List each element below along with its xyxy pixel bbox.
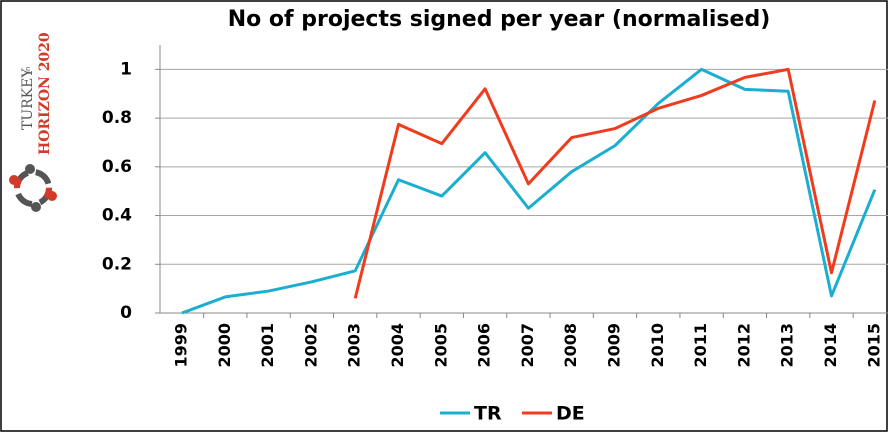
- y-tick-label: 0.2: [102, 254, 132, 274]
- x-tick-label: 2007: [518, 323, 537, 368]
- x-tick-label: 2013: [778, 323, 797, 368]
- x-tick-label: 2003: [345, 323, 364, 368]
- x-tick-label: 2004: [388, 323, 407, 368]
- y-tick-label: 0.8: [102, 108, 132, 128]
- logo-text: in: [24, 67, 32, 73]
- x-tick-label: 2002: [301, 323, 320, 368]
- logo-dot: [9, 175, 19, 185]
- legend-label: DE: [556, 403, 585, 425]
- legend-label: TR: [474, 403, 502, 425]
- x-tick-label: 2000: [215, 323, 234, 368]
- x-tick-label: 2009: [605, 323, 624, 368]
- x-tick-label: 2010: [648, 323, 667, 368]
- logo-text: TURKEY: [20, 68, 36, 130]
- logo-dot: [31, 202, 41, 212]
- x-tick-label: 2001: [258, 323, 277, 368]
- x-tick-label: 2015: [864, 323, 883, 368]
- x-tick-label: 2012: [734, 323, 753, 368]
- logo-ring: [14, 169, 52, 207]
- line: [181, 67, 877, 315]
- logo-dot: [25, 164, 35, 174]
- y-tick-label: 1: [120, 59, 132, 79]
- y-tick-label: 0: [120, 303, 132, 323]
- y-tick-label: 0.4: [102, 206, 132, 226]
- chart-title: No of projects signed per year (normalis…: [228, 7, 771, 32]
- logo-ring: [14, 169, 52, 207]
- logo-text: HORIZON 2020: [37, 32, 53, 155]
- x-tick-label: 2005: [431, 323, 450, 368]
- logo-dot: [47, 191, 57, 201]
- logo: TURKEY in HORIZON 2020: [9, 32, 57, 212]
- line: [353, 67, 877, 299]
- x-tick-label: 2008: [561, 323, 580, 368]
- x-tick-label: 2006: [475, 323, 494, 368]
- x-tick-label: 2014: [821, 323, 840, 368]
- y-tick-label: 0.6: [102, 157, 132, 177]
- x-tick-label: 2011: [691, 323, 710, 368]
- x-tick-label: 1999: [172, 323, 191, 368]
